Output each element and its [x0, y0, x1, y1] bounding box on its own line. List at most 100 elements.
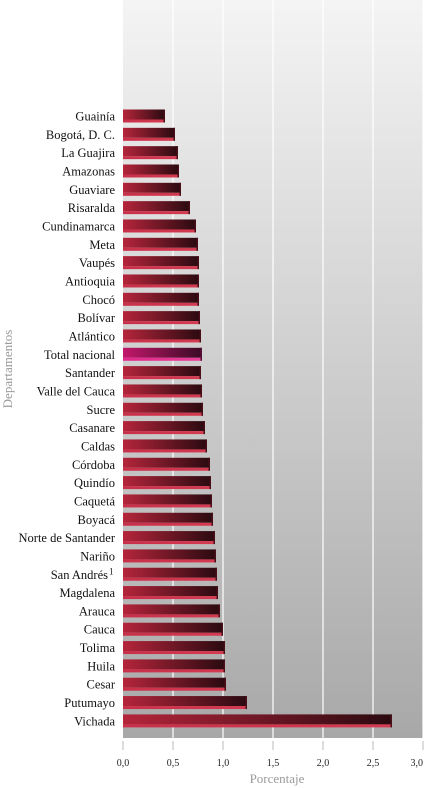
footnote-marker: 1	[109, 566, 114, 576]
bar-cap	[194, 219, 196, 233]
bar-body	[123, 402, 203, 413]
bar-edge	[123, 431, 205, 435]
bar-cap	[177, 164, 179, 178]
bar-cap	[205, 439, 207, 453]
bar-edge	[123, 137, 175, 141]
bar-cap	[208, 457, 210, 471]
category-label: San Andrés	[51, 568, 108, 582]
bar-cap	[197, 256, 199, 270]
bar	[123, 714, 392, 728]
bar	[123, 274, 199, 288]
bar-body	[123, 641, 225, 652]
bar-body	[123, 201, 190, 212]
bar-edge	[123, 156, 178, 160]
bar-body	[123, 696, 247, 707]
bar	[123, 622, 223, 636]
category-label: Vaupés	[79, 256, 115, 270]
category-label: Bolívar	[78, 311, 116, 325]
bar-edge	[123, 357, 202, 361]
category-label: Amazonas	[62, 164, 115, 178]
bar-edge	[123, 412, 203, 416]
bar-cap	[200, 347, 202, 361]
bar-cap	[224, 677, 226, 691]
category-label: Nariño	[80, 549, 115, 563]
bar-edge	[123, 266, 199, 270]
x-axis-title: Porcentaje	[250, 771, 305, 786]
bar-body	[123, 219, 196, 230]
bar-body	[123, 237, 198, 248]
bar-body	[123, 457, 210, 468]
bar-body	[123, 127, 175, 138]
bar-cap	[215, 567, 217, 581]
bar-cap	[221, 622, 223, 636]
bar-cap	[199, 366, 201, 380]
bar-edge	[123, 192, 181, 196]
bar	[123, 347, 202, 361]
bar-cap	[245, 696, 247, 710]
bar	[123, 476, 211, 490]
bar-body	[123, 421, 205, 432]
bar-body	[123, 439, 207, 450]
category-label: Guaviare	[69, 183, 115, 197]
tick-label: 2,0	[317, 758, 330, 769]
bar-edge	[123, 504, 212, 508]
bar-edge	[123, 339, 201, 343]
bar	[123, 329, 201, 343]
bar	[123, 127, 175, 141]
bar	[123, 677, 226, 691]
bar	[123, 494, 212, 508]
category-label: Santander	[65, 366, 116, 380]
bar-edge	[123, 522, 213, 526]
category-label: Cundinamarca	[42, 219, 115, 233]
category-label: Risaralda	[68, 201, 116, 215]
bar-edge	[123, 449, 207, 453]
bar	[123, 604, 220, 618]
bar-cap	[199, 329, 201, 343]
bar-cap	[188, 201, 190, 215]
bar-edge	[123, 632, 223, 636]
bar-cap	[201, 402, 203, 416]
category-label: Huila	[87, 659, 115, 673]
bar-edge	[123, 614, 220, 618]
bar-edge	[123, 247, 198, 251]
category-label: Casanare	[69, 421, 115, 435]
bar-edge	[123, 486, 211, 490]
category-label: Vichada	[74, 714, 115, 728]
bar-body	[123, 311, 200, 322]
bar-edge	[123, 724, 392, 728]
tick-label: 1,0	[217, 758, 230, 769]
bar-edge	[123, 577, 217, 581]
bar-body	[123, 164, 179, 175]
bar-cap	[223, 659, 225, 673]
bar-cap	[390, 714, 392, 728]
bar-cap	[196, 237, 198, 251]
category-label: Meta	[89, 238, 115, 252]
bar-cap	[214, 549, 216, 563]
bar-edge	[123, 302, 199, 306]
category-label: Cesar	[87, 678, 116, 692]
bar-body	[123, 567, 217, 578]
bar-body	[123, 256, 199, 267]
tick-label: 1,5	[267, 758, 280, 769]
bar-cap	[216, 586, 218, 600]
bar-cap	[198, 311, 200, 325]
bar	[123, 384, 202, 398]
bar	[123, 164, 179, 178]
category-label: Córdoba	[72, 458, 116, 472]
tick-label: 2,5	[367, 758, 380, 769]
bar-body	[123, 586, 218, 597]
bar-edge	[123, 376, 201, 380]
bars	[123, 109, 392, 728]
category-label: Magdalena	[59, 586, 115, 600]
bar-body	[123, 512, 213, 523]
bar-body	[123, 622, 223, 633]
bar	[123, 567, 217, 581]
bar	[123, 311, 200, 325]
bar-edge	[123, 229, 196, 233]
category-label: Putumayo	[64, 696, 115, 710]
tick-label: 0,0	[117, 758, 130, 769]
bar-body	[123, 531, 215, 542]
bar-body	[123, 274, 199, 285]
